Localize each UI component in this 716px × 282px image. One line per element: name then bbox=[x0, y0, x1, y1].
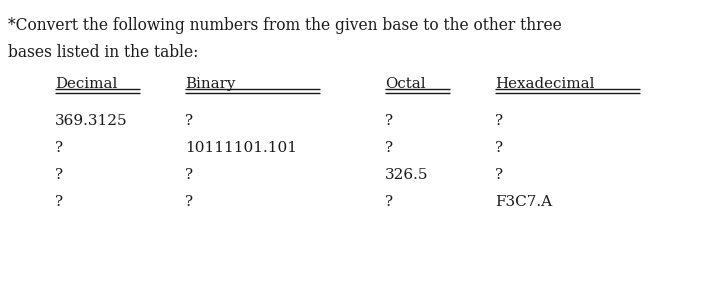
Text: ?: ? bbox=[55, 141, 63, 155]
Text: *Convert the following numbers from the given base to the other three: *Convert the following numbers from the … bbox=[8, 17, 562, 34]
Text: Octal: Octal bbox=[385, 77, 425, 91]
Text: ?: ? bbox=[55, 195, 63, 209]
Text: 326.5: 326.5 bbox=[385, 168, 428, 182]
Text: Decimal: Decimal bbox=[55, 77, 117, 91]
Text: ?: ? bbox=[495, 141, 503, 155]
Text: Binary: Binary bbox=[185, 77, 236, 91]
Text: F3C7.A: F3C7.A bbox=[495, 195, 552, 209]
Text: ?: ? bbox=[385, 195, 393, 209]
Text: Hexadecimal: Hexadecimal bbox=[495, 77, 594, 91]
Text: ?: ? bbox=[385, 141, 393, 155]
Text: ?: ? bbox=[385, 114, 393, 128]
Text: ?: ? bbox=[495, 168, 503, 182]
Text: ?: ? bbox=[495, 114, 503, 128]
Text: ?: ? bbox=[185, 195, 193, 209]
Text: 369.3125: 369.3125 bbox=[55, 114, 127, 128]
Text: ?: ? bbox=[185, 168, 193, 182]
Text: ?: ? bbox=[55, 168, 63, 182]
Text: bases listed in the table:: bases listed in the table: bbox=[8, 44, 198, 61]
Text: 10111101.101: 10111101.101 bbox=[185, 141, 297, 155]
Text: ?: ? bbox=[185, 114, 193, 128]
